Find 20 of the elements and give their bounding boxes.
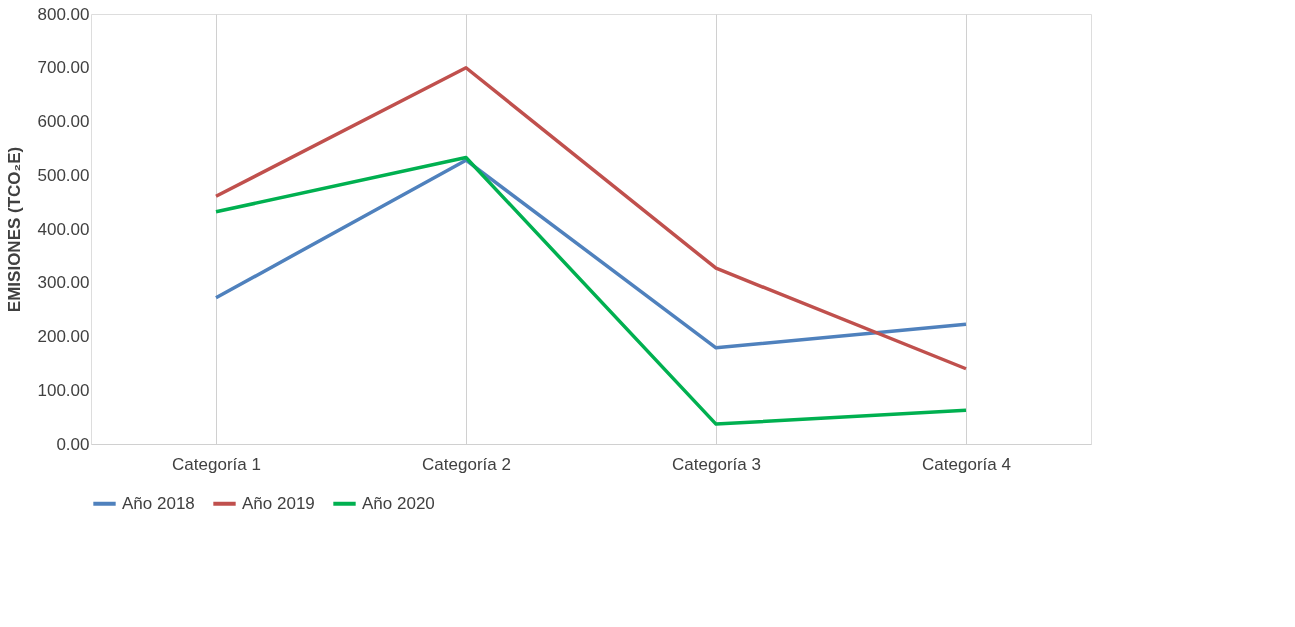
x-tick-label: Categoría 4 — [922, 454, 1011, 474]
line-series — [214, 66, 968, 371]
y-tick-label: 700.00 — [37, 58, 90, 78]
y-tick-label: 400.00 — [37, 219, 90, 239]
x-tick-label: Categoría 2 — [422, 454, 511, 474]
y-tick-label: 300.00 — [37, 273, 90, 293]
y-tick-label: 600.00 — [37, 112, 90, 131]
x-tick-label: Categoría 3 — [672, 454, 761, 474]
y-tick-label: 800.00 — [37, 4, 90, 24]
legend-label: Año 2018 — [122, 493, 195, 513]
line-series — [214, 155, 968, 426]
y-tick-label: 200.00 — [37, 327, 90, 346]
y-tick-label: 500.00 — [37, 165, 90, 185]
y-tick-label: 0.00 — [56, 434, 90, 454]
y-tick-label: 100.00 — [37, 380, 90, 400]
y-axis-title: EMISIONES (TCO₂E) — [4, 146, 24, 313]
x-tick-label: Categoría 1 — [172, 454, 261, 474]
legend-label: Año 2020 — [362, 493, 435, 513]
legend-label: Año 2019 — [242, 493, 315, 513]
line-series — [214, 158, 968, 350]
